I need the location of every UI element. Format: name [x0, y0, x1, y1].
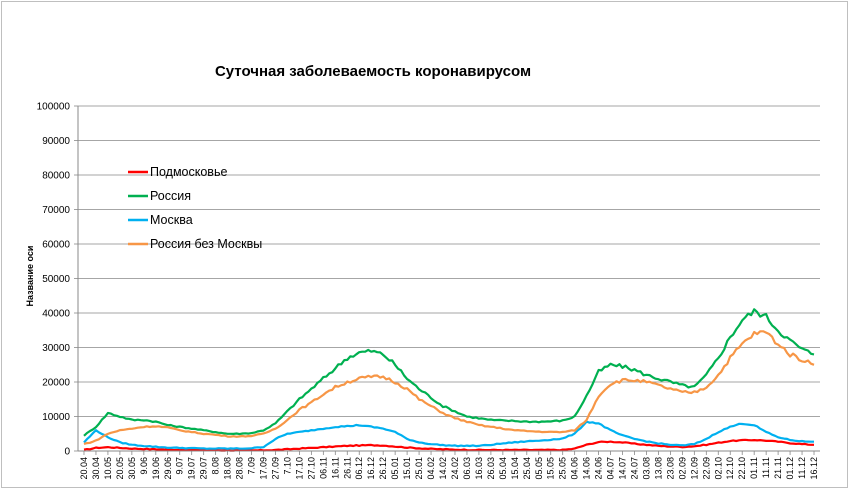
x-tick-label: 26.11 [342, 457, 352, 479]
x-axis-ticks: 20.04 30.04 10.05 20.05 30.05 9.06 19.06 29.06 9… [79, 451, 819, 480]
x-tick-label: 28.08 [235, 457, 245, 480]
x-tick-label: 12.10 [725, 457, 735, 480]
x-tick-label: 8.08 [211, 457, 221, 475]
x-tick-label: 16.12 [366, 457, 376, 480]
x-tick-label: 03.08 [641, 457, 651, 480]
x-tick-label: 16.12 [809, 457, 819, 480]
y-tick-label: 50000 [42, 274, 70, 285]
chart-title: Суточная заболеваемость коронавирусом [215, 63, 531, 80]
x-tick-label: 25.05 [558, 457, 568, 480]
x-tick-label: 14.02 [438, 457, 448, 480]
x-tick-label: 16.11 [330, 457, 340, 479]
x-tick-label: 19.07 [187, 457, 197, 480]
x-tick-label: 26.12 [378, 457, 388, 480]
y-tick-label: 40000 [42, 309, 70, 320]
y-tick-label: 30000 [42, 343, 70, 354]
x-tick-label: 7.09 [247, 457, 257, 475]
legend-label: Россия без Москвы [150, 237, 262, 251]
x-tick-label: 22.09 [701, 457, 711, 480]
x-tick-label: 23.08 [665, 457, 675, 480]
legend-label: Москва [150, 213, 193, 227]
x-tick-label: 26.03 [486, 457, 496, 480]
x-tick-label: 17.09 [259, 457, 269, 480]
x-tick-label: 9.07 [175, 457, 185, 475]
x-tick-label: 04.02 [426, 457, 436, 480]
x-tick-label: 15.05 [546, 457, 556, 480]
y-tick-label: 10000 [42, 412, 70, 423]
x-tick-label: 05.04 [498, 457, 508, 480]
y-tick-label: 0 [64, 447, 70, 458]
x-tick-label: 25.01 [414, 457, 424, 480]
x-tick-label: 15.01 [402, 457, 412, 480]
x-tick-label: 24.02 [450, 457, 460, 480]
x-tick-label: 04.06 [570, 457, 580, 480]
series-line [83, 308, 815, 437]
x-tick-label: 14.07 [618, 457, 628, 480]
x-tick-label: 16.03 [474, 457, 484, 480]
legend-label: Россия [150, 189, 191, 203]
y-tick-label: 100000 [37, 102, 71, 113]
y-axis-label: Название оси [25, 246, 35, 307]
y-tick-label: 80000 [42, 171, 70, 182]
y-tick-label: 20000 [42, 378, 70, 389]
x-tick-label: 05.01 [390, 457, 400, 480]
x-tick-label: 25.04 [522, 457, 532, 480]
x-tick-label: 7.10 [282, 457, 292, 475]
legend-label: Подмосковье [150, 165, 227, 179]
x-tick-label: 05.05 [534, 457, 544, 480]
x-tick-label: 9.06 [139, 457, 149, 475]
x-tick-label: 10.05 [103, 457, 113, 480]
x-tick-label: 01.11 [749, 457, 759, 479]
x-tick-label: 14.06 [582, 457, 592, 480]
legend: Подмосковье Россия Москва Россия без Москвы [128, 165, 262, 251]
y-tick-label: 70000 [42, 205, 70, 216]
x-tick-label: 27.10 [306, 457, 316, 480]
series-line [83, 438, 814, 452]
x-tick-label: 06.11 [318, 457, 328, 479]
x-tick-label: 29.07 [199, 457, 209, 480]
gridlines [78, 105, 820, 417]
x-tick-label: 20.04 [79, 457, 89, 480]
y-tick-label: 90000 [42, 136, 70, 147]
x-tick-label: 02.09 [677, 457, 687, 480]
x-tick-label: 20.05 [115, 457, 125, 480]
x-tick-label: 12.09 [689, 457, 699, 480]
x-tick-label: 24.06 [594, 457, 604, 480]
x-tick-label: 06.12 [354, 457, 364, 480]
x-tick-label: 13.08 [653, 457, 663, 480]
x-tick-label: 30.05 [127, 457, 137, 480]
x-tick-label: 11.11 [761, 457, 771, 478]
series-line [83, 330, 815, 446]
x-tick-label: 04.07 [606, 457, 616, 480]
series-line [83, 420, 814, 450]
x-tick-label: 06.03 [462, 457, 472, 480]
x-tick-label: 15.04 [510, 457, 520, 480]
x-tick-label: 30.04 [91, 457, 101, 480]
x-tick-label: 02.10 [713, 457, 723, 480]
x-tick-label: 01.12 [785, 457, 795, 480]
x-tick-label: 29.06 [163, 457, 173, 480]
x-tick-label: 22.10 [737, 457, 747, 480]
x-tick-label: 18.08 [223, 457, 233, 480]
y-tick-label: 60000 [42, 240, 70, 251]
x-tick-label: 11.12 [797, 457, 807, 479]
x-tick-label: 19.06 [151, 457, 161, 480]
axes [77, 106, 820, 452]
x-tick-label: 17.10 [294, 457, 304, 480]
x-tick-label: 21.11 [773, 457, 783, 479]
x-tick-label: 24.07 [630, 457, 640, 480]
series-lines [83, 308, 815, 452]
x-tick-label: 27.09 [270, 457, 280, 480]
y-axis-ticks: 0 10000 20000 30000 40000 50000 60000 70000 8000… [37, 102, 78, 458]
